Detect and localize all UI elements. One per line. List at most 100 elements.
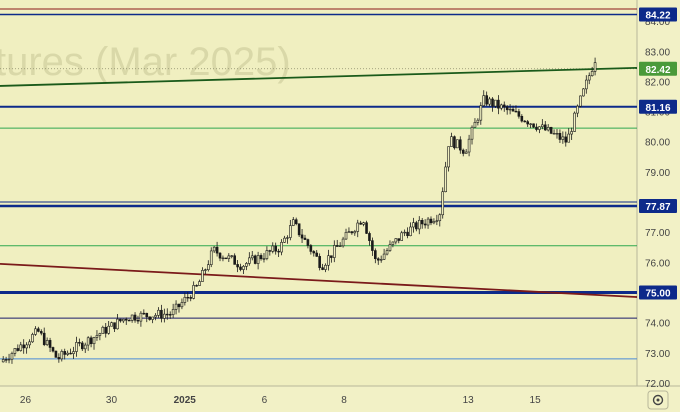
candle-body <box>347 231 351 233</box>
candle-body <box>567 133 571 143</box>
candle-body <box>122 318 125 322</box>
candle-body <box>277 250 280 253</box>
x-tick-label: 26 <box>20 395 32 406</box>
candle-body <box>385 250 389 255</box>
candle-body <box>19 344 23 351</box>
candle-body <box>233 255 236 265</box>
candle-body <box>312 251 316 254</box>
candle-body <box>388 244 392 251</box>
candle-body <box>353 231 357 234</box>
candle-body <box>365 222 368 234</box>
trend-line[interactable] <box>0 262 638 298</box>
candle-body <box>119 318 122 322</box>
trend-line[interactable] <box>0 66 638 87</box>
candle-body <box>456 139 459 149</box>
price-badge <box>639 198 677 213</box>
candle-body <box>22 344 25 349</box>
candle-body <box>344 231 348 240</box>
candle-body <box>209 250 213 265</box>
candle-body <box>429 218 433 224</box>
y-tick-label: 79.00 <box>645 168 670 179</box>
candle-body <box>494 99 497 107</box>
candle-body <box>417 219 421 230</box>
price-badge-label: 84.22 <box>645 10 670 21</box>
candle-body <box>450 136 453 147</box>
candle-body <box>432 221 436 224</box>
candle-body <box>151 316 154 320</box>
x-tick-label: 6 <box>262 395 268 406</box>
candle-body <box>130 314 134 321</box>
price-badge <box>639 285 677 300</box>
candle-body <box>438 214 442 222</box>
candle-body <box>356 222 360 232</box>
candle-body <box>502 104 506 108</box>
candle-body <box>488 98 491 105</box>
candle-body <box>78 342 81 344</box>
candle-body <box>497 99 500 109</box>
time-scale[interactable] <box>0 386 680 412</box>
candle-body <box>309 245 313 252</box>
candle-body <box>39 331 43 334</box>
y-tick-label: 74.00 <box>645 319 670 330</box>
candle-body <box>212 246 216 252</box>
candle-body <box>415 222 418 230</box>
y-tick-label: 72.00 <box>645 379 670 390</box>
candle-body <box>520 116 524 122</box>
plot-area <box>0 0 637 386</box>
candle-body <box>517 111 521 117</box>
candle-body <box>441 191 445 216</box>
candle-body <box>37 328 40 332</box>
candle-body <box>514 110 518 113</box>
candle-body <box>142 312 146 315</box>
y-tick-label: 84.00 <box>645 17 670 28</box>
y-tick-label: 80.00 <box>645 138 670 149</box>
candle-body <box>341 238 345 247</box>
candle-body <box>280 242 283 253</box>
candle-body <box>124 318 128 321</box>
candle-body <box>371 240 374 251</box>
candle-body <box>239 266 242 270</box>
candle-body <box>294 219 298 225</box>
x-tick-label: 15 <box>530 395 542 406</box>
candle-body <box>426 218 430 226</box>
gear-icon[interactable] <box>652 394 664 406</box>
candle-body <box>543 124 547 131</box>
candle-body <box>42 332 46 345</box>
candle-body <box>81 342 84 350</box>
candle-body <box>107 325 110 334</box>
candle-body <box>283 237 286 243</box>
candle-body <box>69 352 72 355</box>
candle-body <box>324 264 327 270</box>
candle-body <box>195 285 198 287</box>
candle-body <box>549 126 553 134</box>
candle-body <box>66 352 69 355</box>
candle-body <box>461 149 465 154</box>
gear-icon-center <box>656 398 660 402</box>
candle-body <box>136 319 140 322</box>
candle-body <box>101 326 105 334</box>
candle-body <box>256 255 260 264</box>
price-badge-label: 75.00 <box>645 289 670 300</box>
candle-body <box>89 337 93 345</box>
candle-body <box>368 233 371 241</box>
candle-body <box>535 126 538 130</box>
candle-body <box>34 328 37 335</box>
x-tick-label: 13 <box>463 395 475 406</box>
candle-body <box>192 285 195 299</box>
candle-body <box>582 88 585 97</box>
candle-body <box>116 318 119 330</box>
candle-body <box>561 136 565 140</box>
candle-body <box>1 359 5 363</box>
candle-body <box>576 105 579 114</box>
candle-body <box>526 121 529 125</box>
candle-body <box>271 245 275 252</box>
candle-body <box>467 138 471 153</box>
candle-body <box>300 234 304 239</box>
candle-body <box>573 112 576 132</box>
candle-body <box>382 253 386 260</box>
candle-body <box>4 359 8 361</box>
candle-body <box>72 351 75 354</box>
candle-body <box>379 259 383 261</box>
candle-body <box>297 223 301 236</box>
